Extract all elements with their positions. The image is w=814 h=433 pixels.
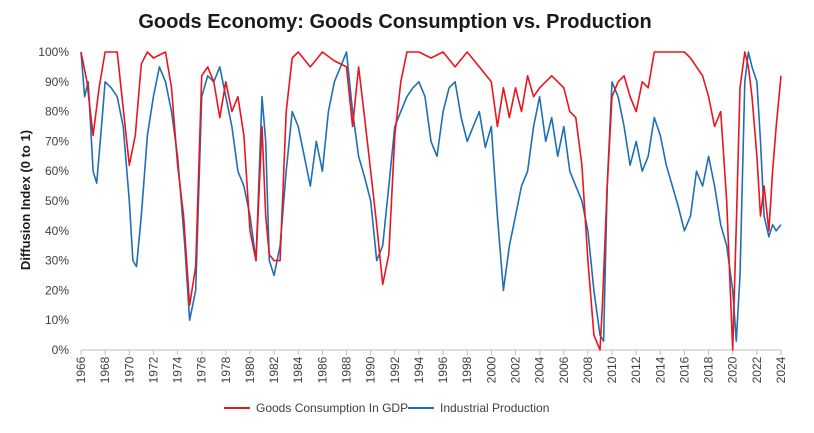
y-tick-label: 50% <box>45 194 69 208</box>
x-tick-label: 2020 <box>726 356 740 383</box>
y-tick-label: 90% <box>45 75 69 89</box>
x-tick-label: 2024 <box>774 356 788 383</box>
y-tick-label: 100% <box>38 45 69 59</box>
y-axis-label: Diffusion Index (0 to 1) <box>18 130 33 270</box>
x-tick-label: 2010 <box>605 356 619 383</box>
x-tick-label: 1976 <box>195 356 209 383</box>
series-line-production <box>80 51 782 342</box>
x-tick-label: 1984 <box>291 356 305 383</box>
x-tick-label: 2018 <box>702 356 716 383</box>
y-tick-label: 20% <box>45 283 69 297</box>
x-tick-label: 1966 <box>74 356 88 383</box>
x-tick-label: 1986 <box>315 356 329 383</box>
x-tick-label: 1994 <box>412 356 426 383</box>
x-tick-label: 2016 <box>677 356 691 383</box>
y-tick-label: 70% <box>45 134 69 148</box>
x-tick-label: 1998 <box>460 356 474 383</box>
y-tick-label: 30% <box>45 254 69 268</box>
series-layer <box>80 51 782 351</box>
x-tick-label: 1996 <box>436 356 450 383</box>
x-tick-label: 1992 <box>388 356 402 383</box>
x-tick-label: 2006 <box>557 356 571 383</box>
x-tick-label: 1990 <box>364 356 378 383</box>
y-tick-label: 60% <box>45 164 69 178</box>
x-tick-label: 2014 <box>653 356 667 383</box>
chart-title: Goods Economy: Goods Consumption vs. Pro… <box>138 11 651 33</box>
x-tick-label: 2002 <box>508 356 522 383</box>
legend-label-consumption: Goods Consumption In GDP <box>256 401 408 415</box>
x-tick-label: 1972 <box>146 356 160 383</box>
x-tick-label: 1968 <box>98 356 112 383</box>
x-tick-label: 1978 <box>219 356 233 383</box>
y-tick-label: 10% <box>45 313 69 327</box>
y-tick-label: 0% <box>52 343 70 357</box>
x-tick-label: 1974 <box>171 356 185 383</box>
x-tick-label: 1980 <box>243 356 257 383</box>
x-tick-label: 2004 <box>533 356 547 383</box>
y-tick-label: 40% <box>45 224 69 238</box>
x-tick-label: 2000 <box>484 356 498 383</box>
x-tick-label: 1988 <box>340 356 354 383</box>
x-tick-label: 1970 <box>122 356 136 383</box>
legend-label-production: Industrial Production <box>440 401 549 415</box>
x-tick-label: 2008 <box>581 356 595 383</box>
x-tick-label: 2012 <box>629 356 643 383</box>
x-axis-ticks: 1966 1968 1970 1972 1974 1976 1978 1980 1982 1984… <box>74 350 788 383</box>
series-line-consumption <box>80 51 782 351</box>
x-tick-label: 2022 <box>750 356 764 383</box>
y-axis-ticks: 0% 10% 20% 30% 40% 50% 60% 70% 80% 90% 100% <box>38 45 69 357</box>
y-tick-label: 80% <box>45 105 69 119</box>
legend: Goods Consumption In GDP Industrial Prod… <box>224 401 549 415</box>
x-tick-label: 1982 <box>267 356 281 383</box>
